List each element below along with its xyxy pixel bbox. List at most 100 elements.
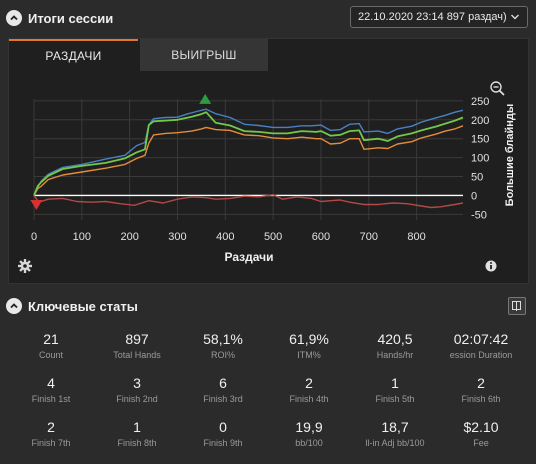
- y-tick-label: -50: [471, 209, 487, 221]
- stat-label: Finish 7th: [31, 438, 71, 448]
- stat-cell: 19,9 bb/100: [266, 418, 352, 462]
- series-line-orange: [33, 125, 464, 196]
- x-tick-label: 200: [120, 231, 138, 243]
- stat-label: ll-in Adj bb/100: [365, 438, 425, 448]
- stat-value: 58,1%: [203, 331, 243, 347]
- x-tick-label: 800: [407, 231, 425, 243]
- max-marker: [199, 93, 212, 104]
- session-summary-header: Итоги сессии: [0, 0, 536, 36]
- zoom-out-icon[interactable]: [490, 81, 505, 96]
- series-line-blue: [33, 108, 464, 196]
- stat-label: Total Hands: [113, 350, 161, 360]
- stat-value: 897: [125, 331, 149, 347]
- stat-cell: 6 Finish 3rd: [180, 374, 266, 418]
- y-tick-label: 250: [471, 96, 489, 108]
- stat-value: 02:07:42: [453, 331, 509, 347]
- stat-label: Hands/hr: [376, 350, 414, 360]
- chevron-up-icon: [10, 15, 18, 21]
- stat-cell: 21 Count: [8, 330, 94, 374]
- stat-cell: 2 Finish 6th: [438, 374, 524, 418]
- collapse-session-button[interactable]: [6, 10, 22, 26]
- min-marker: [30, 199, 43, 210]
- key-stats-grid: 21 Count 897 Total Hands 58,1% ROI% 61,9% ITM% 4…: [8, 330, 524, 462]
- y-tick-label: 200: [471, 115, 489, 127]
- x-tick-label: 0: [31, 231, 37, 243]
- columns-layout-icon[interactable]: [508, 297, 526, 315]
- stat-value: 3: [133, 375, 141, 391]
- stat-label: bb/100: [295, 438, 323, 448]
- stat-value: 0: [219, 419, 227, 435]
- stat-cell: 02:07:42 ession Duration: [438, 330, 524, 374]
- y-tick-label: 50: [471, 172, 483, 184]
- stat-value: 1: [391, 375, 399, 391]
- stat-cell: 420,5 Hands/hr: [352, 330, 438, 374]
- stat-label: Finish 6th: [461, 394, 501, 404]
- stat-cell: 58,1% ROI%: [180, 330, 266, 374]
- x-tick-label: 700: [360, 231, 378, 243]
- stat-cell: 61,9% ITM%: [266, 330, 352, 374]
- stat-cell: 2 Finish 4th: [266, 374, 352, 418]
- x-tick-label: 400: [216, 231, 234, 243]
- stat-label: ITM%: [297, 350, 321, 360]
- stat-value: 2: [305, 375, 313, 391]
- y-tick-label: 150: [471, 134, 489, 146]
- session-summary-title: Итоги сессии: [28, 10, 114, 26]
- stat-label: Finish 4th: [289, 394, 329, 404]
- stat-label: Finish 9th: [203, 438, 243, 448]
- chevron-down-icon: [511, 14, 519, 20]
- y-tick-label: 0: [471, 190, 477, 202]
- stat-label: Finish 1st: [31, 394, 71, 404]
- stat-cell: 2 Finish 7th: [8, 418, 94, 462]
- stat-value: 4: [47, 375, 55, 391]
- y-tick-label: 100: [471, 153, 489, 165]
- chevron-up-icon: [10, 303, 18, 309]
- x-tick-label: 300: [168, 231, 186, 243]
- stat-value: 2: [477, 375, 485, 391]
- x-tick-label: 600: [312, 231, 330, 243]
- stat-label: Finish 8th: [117, 438, 157, 448]
- stat-value: 21: [43, 331, 59, 347]
- tab-winnings[interactable]: ВЫИГРЫШ: [140, 39, 268, 71]
- stat-label: Finish 2nd: [116, 394, 158, 404]
- stat-label: ROI%: [210, 350, 235, 360]
- stat-value: 6: [219, 375, 227, 391]
- stat-cell: 4 Finish 1st: [8, 374, 94, 418]
- stat-value: 19,9: [295, 419, 323, 435]
- key-stats-header: Ключевые статы: [0, 288, 536, 324]
- gear-icon[interactable]: [18, 259, 32, 273]
- stat-cell: 897 Total Hands: [94, 330, 180, 374]
- chart-markers: [30, 93, 212, 210]
- stat-cell: 0 Finish 9th: [180, 418, 266, 462]
- stat-cell: 1 Finish 5th: [352, 374, 438, 418]
- stat-cell: 18,7 ll-in Adj bb/100: [352, 418, 438, 462]
- stat-label: Fee: [473, 438, 489, 448]
- x-tick-label: 100: [73, 231, 91, 243]
- stat-value: 2: [47, 419, 55, 435]
- stat-value: 1: [133, 419, 141, 435]
- key-stats-title: Ключевые статы: [28, 298, 138, 314]
- stat-label: ession Duration: [449, 350, 513, 360]
- stat-cell: 3 Finish 2nd: [94, 374, 180, 418]
- info-icon[interactable]: [485, 260, 497, 272]
- stat-value: $2.10: [463, 419, 499, 435]
- stat-label: Finish 3rd: [203, 394, 243, 404]
- stat-value: 61,9%: [289, 331, 329, 347]
- series-line-green: [33, 111, 464, 196]
- stat-value: 420,5: [377, 331, 413, 347]
- chart-grid: [33, 99, 463, 220]
- series-line-red: [33, 193, 464, 209]
- stat-value: 18,7: [381, 419, 409, 435]
- stat-label: Count: [38, 350, 64, 360]
- session-select-value: 22.10.2020 23:14 897 раздач): [358, 11, 507, 23]
- chart-card: РАЗДАЧИ ВЫИГРЫШ: [8, 38, 529, 284]
- session-select[interactable]: 22.10.2020 23:14 897 раздач): [350, 6, 528, 28]
- x-tick-label: 500: [264, 231, 282, 243]
- stat-cell: $2.10 Fee: [438, 418, 524, 462]
- chart-series: [33, 108, 464, 209]
- x-axis-label: Раздачи: [225, 250, 274, 264]
- collapse-stats-button[interactable]: [6, 298, 22, 314]
- tab-hands[interactable]: РАЗДАЧИ: [9, 39, 138, 71]
- y-axis-label: Большие блайнды: [504, 104, 516, 207]
